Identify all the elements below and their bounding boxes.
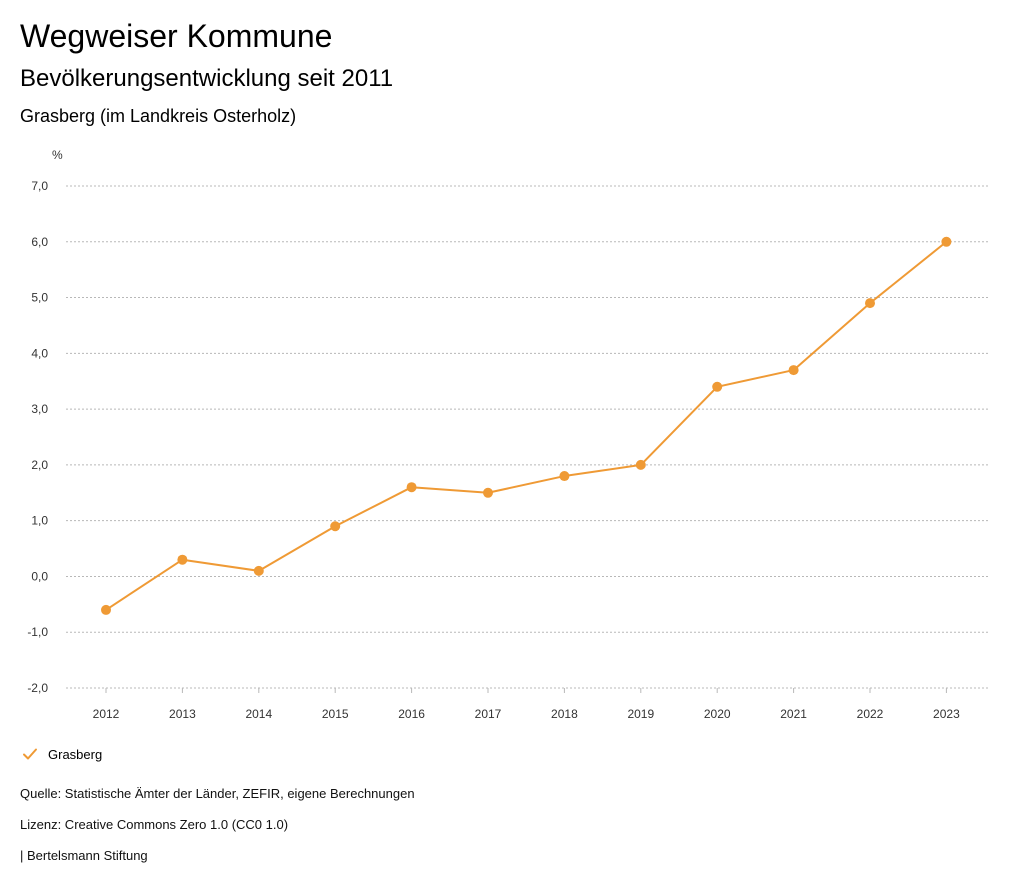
license-note: Lizenz: Creative Commons Zero 1.0 (CC0 1… bbox=[20, 817, 289, 832]
x-tick-label: 2020 bbox=[704, 707, 731, 721]
data-point[interactable] bbox=[330, 521, 341, 532]
x-tick-label: 2018 bbox=[551, 707, 578, 721]
x-tick-label: 2013 bbox=[169, 707, 196, 721]
data-point[interactable] bbox=[406, 482, 417, 493]
y-tick-label: 4,0 bbox=[31, 346, 48, 360]
legend-item-grasberg[interactable]: Grasberg bbox=[22, 744, 102, 764]
x-axis-ticks: 2012 2013 2014 2015 2016 2017 2018 2019 2020 2021… bbox=[93, 688, 960, 721]
y-tick-label: 5,0 bbox=[31, 291, 48, 305]
y-tick-label: 2,0 bbox=[31, 458, 48, 472]
source-note: Quelle: Statistische Ämter der Länder, Z… bbox=[20, 786, 415, 801]
data-point[interactable] bbox=[483, 487, 493, 498]
y-tick-label: 7,0 bbox=[31, 179, 48, 193]
y-tick-label: 1,0 bbox=[31, 514, 48, 528]
x-tick-label: 2022 bbox=[857, 707, 884, 721]
data-point[interactable] bbox=[712, 381, 723, 392]
check-icon bbox=[23, 748, 37, 760]
chart-subtitle: Bevölkerungsentwicklung seit 2011 bbox=[20, 65, 394, 92]
data-point[interactable] bbox=[101, 604, 111, 615]
x-tick-label: 2015 bbox=[322, 707, 349, 721]
x-tick-label: 2021 bbox=[780, 707, 807, 721]
x-tick-label: 2016 bbox=[398, 707, 425, 721]
data-point[interactable] bbox=[788, 365, 799, 376]
publisher-note: | Bertelsmann Stiftung bbox=[20, 848, 148, 863]
data-point[interactable] bbox=[635, 459, 646, 470]
series-group bbox=[101, 236, 952, 615]
page-title: Wegweiser Kommune bbox=[20, 18, 333, 54]
y-axis-ticks: 7,0 6,0 5,0 4,0 3,0 2,0 1,0 0,0 -1,0 -2,0 bbox=[27, 179, 48, 695]
y-tick-label: -1,0 bbox=[27, 625, 48, 639]
data-point[interactable] bbox=[177, 554, 188, 565]
y-tick-label: -2,0 bbox=[27, 681, 48, 695]
data-point[interactable] bbox=[865, 298, 875, 309]
x-tick-label: 2014 bbox=[245, 707, 272, 721]
region-label: Grasberg (im Landkreis Osterholz) bbox=[20, 106, 297, 126]
y-axis-unit-label: % bbox=[52, 148, 63, 162]
x-tick-label: 2019 bbox=[627, 707, 654, 721]
x-tick-label: 2023 bbox=[933, 707, 960, 721]
y-tick-label: 3,0 bbox=[31, 402, 48, 416]
data-point[interactable] bbox=[559, 471, 570, 482]
series-line-grasberg bbox=[105, 240, 948, 611]
y-tick-label: 6,0 bbox=[31, 235, 48, 249]
x-tick-label: 2017 bbox=[475, 707, 502, 721]
data-point[interactable] bbox=[253, 565, 264, 576]
legend-label: Grasberg bbox=[48, 746, 103, 762]
line-chart: % 7,06,05,04,03,02,01,00,0-1,0-2,0 2012 2… bbox=[27, 148, 990, 721]
grid-lines bbox=[66, 185, 990, 689]
y-tick-label: 0,0 bbox=[31, 569, 48, 583]
x-tick-label: 2012 bbox=[93, 707, 120, 721]
data-point[interactable] bbox=[941, 236, 952, 247]
